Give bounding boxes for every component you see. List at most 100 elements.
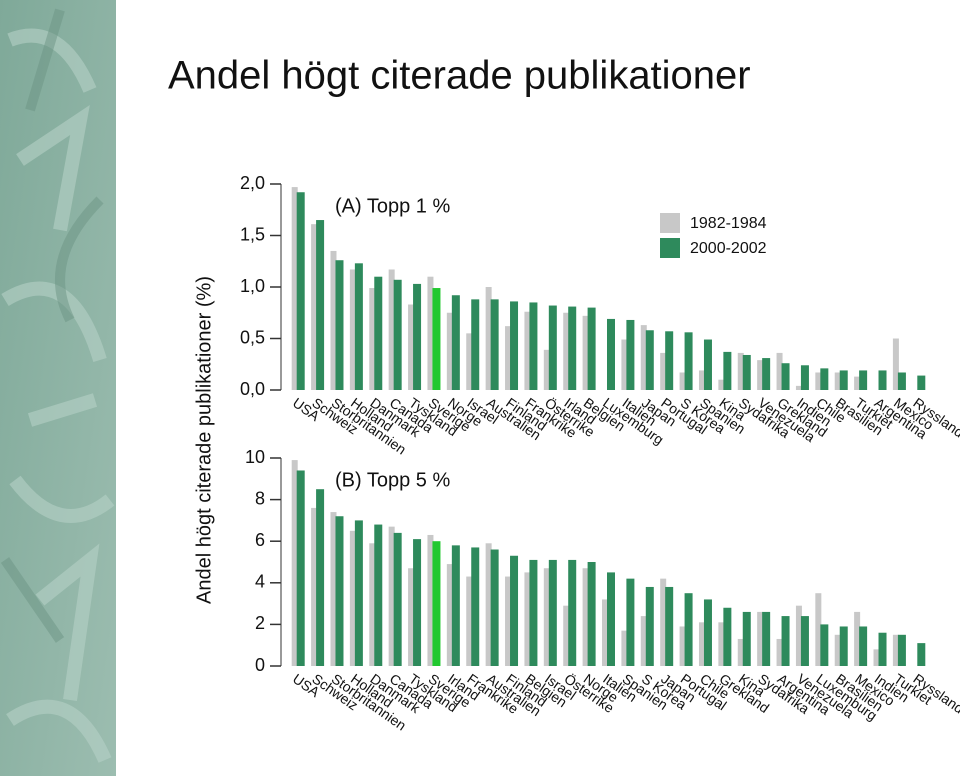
bar <box>684 332 693 390</box>
y-tick-label: 10 <box>245 447 265 467</box>
legend-swatch <box>660 238 680 258</box>
bar <box>451 545 460 666</box>
bar <box>330 250 337 390</box>
bar <box>723 607 732 666</box>
y-tick-label: 0,0 <box>240 379 265 399</box>
bar <box>815 593 822 666</box>
y-axis-label: Andel högt citerade publikationer (%) <box>193 276 215 604</box>
bar <box>543 349 550 390</box>
bar <box>660 352 667 390</box>
bar <box>878 632 887 666</box>
bar <box>897 634 906 666</box>
bar <box>548 305 557 390</box>
y-tick-label: 0 <box>255 655 265 675</box>
bar <box>335 516 344 666</box>
y-tick-label: 0,5 <box>240 327 265 347</box>
bar <box>660 578 667 666</box>
legend-label: 1982-1984 <box>690 215 767 232</box>
bar <box>543 568 550 666</box>
bar <box>757 611 764 666</box>
bar <box>524 572 531 666</box>
bar <box>374 276 383 390</box>
bar <box>723 351 732 390</box>
bar <box>485 287 492 390</box>
bar <box>892 338 899 390</box>
legend-swatch <box>660 213 680 233</box>
bar <box>859 370 868 390</box>
bar <box>510 555 519 666</box>
bar <box>354 263 363 390</box>
y-tick-label: 1,5 <box>240 224 265 244</box>
bar <box>645 586 654 666</box>
bar <box>781 363 790 390</box>
decor-strip <box>0 0 116 776</box>
bar <box>737 638 744 666</box>
bar <box>917 375 926 390</box>
bar <box>563 605 570 666</box>
bar <box>466 333 473 390</box>
bar <box>621 339 628 390</box>
bar <box>742 611 751 666</box>
bar <box>311 224 318 390</box>
bar <box>718 622 725 666</box>
bar <box>834 634 841 666</box>
bar <box>607 318 615 390</box>
bar <box>369 288 376 390</box>
bar <box>548 559 557 666</box>
bar <box>505 326 512 390</box>
bar <box>679 372 686 390</box>
bar <box>698 622 705 666</box>
bar <box>296 192 305 390</box>
bar <box>665 331 674 390</box>
bar <box>393 279 402 390</box>
bar <box>587 307 596 390</box>
bar <box>820 624 829 666</box>
bar <box>446 564 453 666</box>
bar <box>451 295 460 390</box>
bar <box>800 616 809 666</box>
bar <box>762 358 771 390</box>
bar <box>645 330 654 390</box>
bar <box>815 372 822 390</box>
bar <box>684 593 693 666</box>
bar <box>427 276 434 390</box>
bar <box>582 568 589 666</box>
bar <box>878 370 887 390</box>
bar <box>529 302 538 390</box>
bar <box>897 372 906 390</box>
bar <box>529 559 538 666</box>
bar <box>354 520 363 666</box>
bar <box>587 562 596 666</box>
bar <box>408 568 415 666</box>
bar <box>388 526 395 666</box>
bar <box>582 315 589 390</box>
panel-title: (A) Topp 1 % <box>335 195 450 217</box>
bar <box>349 269 356 390</box>
bar <box>781 616 790 666</box>
bar <box>703 339 712 390</box>
bar <box>466 576 473 666</box>
bar <box>490 299 499 390</box>
bar <box>471 299 480 390</box>
bar <box>291 187 298 390</box>
bar <box>568 559 577 666</box>
bar <box>335 260 344 390</box>
y-tick-label: 4 <box>255 572 265 592</box>
bar <box>602 599 608 666</box>
y-tick-label: 1,0 <box>240 276 265 296</box>
bar <box>568 306 577 390</box>
y-tick-label: 2 <box>255 613 265 633</box>
bar <box>737 352 744 390</box>
bar <box>873 649 880 666</box>
bar <box>413 283 422 390</box>
bar <box>698 370 705 390</box>
bar <box>626 578 635 666</box>
bar <box>640 325 647 390</box>
bar <box>316 489 325 666</box>
bar <box>369 543 376 666</box>
bar <box>776 638 783 666</box>
bar <box>374 524 383 666</box>
bar <box>795 385 802 390</box>
panel-title: (B) Topp 5 % <box>335 469 450 491</box>
